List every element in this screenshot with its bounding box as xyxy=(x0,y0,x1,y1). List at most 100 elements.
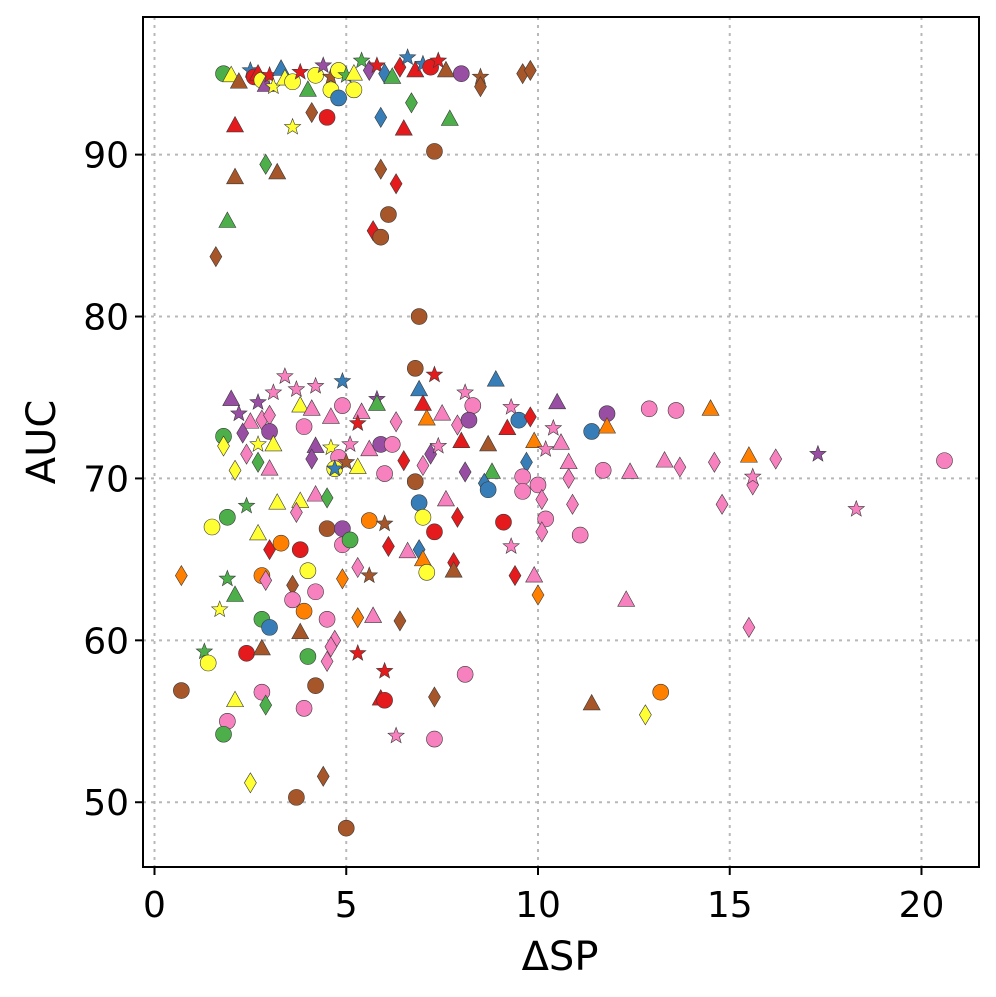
scatter-point xyxy=(251,451,265,473)
x-tick-label: 0 xyxy=(143,885,166,926)
scatter-point xyxy=(236,422,250,444)
scatter-point xyxy=(259,153,273,175)
scatter-point xyxy=(229,404,248,422)
scatter-point xyxy=(333,371,352,389)
scatter-point xyxy=(429,436,448,454)
scatter-point xyxy=(387,726,405,744)
scatter-point xyxy=(314,56,333,74)
scatter-point xyxy=(393,56,407,78)
scatter-point xyxy=(451,506,464,528)
scatter-point xyxy=(594,462,612,479)
scatter-point xyxy=(406,360,424,377)
scatter-point xyxy=(416,454,430,477)
scatter-point xyxy=(336,568,349,590)
scatter-point xyxy=(222,389,241,406)
scatter-point xyxy=(259,694,273,716)
scatter-point xyxy=(393,610,407,632)
scatter-point xyxy=(429,51,448,69)
y-tick-label: 60 xyxy=(83,621,129,662)
scatter-point xyxy=(348,643,367,661)
scatter-point xyxy=(436,489,455,507)
scatter-point xyxy=(195,642,214,660)
scatter-point xyxy=(389,411,403,433)
scatter-point xyxy=(284,591,301,609)
scatter-point xyxy=(318,520,336,537)
scatter-point xyxy=(571,526,589,544)
scatter-point xyxy=(375,514,394,532)
scatter-point xyxy=(372,228,390,246)
x-tick-label: 15 xyxy=(707,885,753,926)
scatter-point xyxy=(562,467,576,490)
scatter-point xyxy=(502,397,521,415)
scatter-point xyxy=(701,399,720,416)
scatter-point xyxy=(566,493,579,515)
scatter-point xyxy=(218,569,237,587)
scatter-point xyxy=(344,64,363,81)
scatter-point xyxy=(199,654,217,672)
x-tick-label: 20 xyxy=(899,885,945,926)
scatter-point xyxy=(360,566,379,584)
y-tick-label: 70 xyxy=(83,459,129,500)
scatter-point xyxy=(291,541,309,558)
scatter-point xyxy=(215,725,232,743)
scatter-point xyxy=(368,56,386,74)
y-tick-label: 90 xyxy=(83,136,129,177)
scatter-point xyxy=(598,416,617,434)
scatter-point xyxy=(482,462,501,479)
scatter-point xyxy=(436,60,455,78)
scatter-point xyxy=(229,72,248,89)
scatter-point xyxy=(380,206,397,223)
scatter-point xyxy=(295,418,313,435)
scatter-point xyxy=(290,501,303,524)
scatter-point xyxy=(639,704,652,726)
scatter-point xyxy=(398,48,417,66)
data-points xyxy=(173,48,953,837)
scatter-point xyxy=(174,564,188,587)
scatter-point xyxy=(460,411,478,429)
scatter-point xyxy=(456,383,475,401)
scatter-point xyxy=(376,691,393,709)
scatter-point xyxy=(640,400,658,418)
scatter-point xyxy=(268,162,287,180)
scatter-point xyxy=(382,535,395,558)
scatter-point xyxy=(295,602,313,620)
scatter-point xyxy=(302,399,321,416)
scatter-point xyxy=(240,443,253,465)
scatter-point xyxy=(337,452,356,470)
scatter-point xyxy=(456,666,474,683)
scatter-point xyxy=(249,435,267,452)
scatter-point xyxy=(226,115,245,133)
scatter-point xyxy=(655,450,674,468)
scatter-point xyxy=(348,457,367,474)
scatter-point xyxy=(514,468,531,486)
scatter-point xyxy=(307,677,324,694)
scatter-point xyxy=(452,431,471,448)
scatter-point xyxy=(458,461,472,483)
scatter-point xyxy=(307,583,324,601)
scatter-point xyxy=(743,467,762,485)
scatter-point xyxy=(352,402,371,419)
scatter-point xyxy=(523,59,537,82)
scatter-point xyxy=(341,531,359,549)
scatter-point xyxy=(426,523,443,541)
scatter-point xyxy=(219,508,236,526)
scatter-point xyxy=(426,143,443,160)
scatter-point xyxy=(621,462,640,479)
scatter-point xyxy=(360,512,378,529)
y-axis-label: AUC xyxy=(19,400,65,485)
scatter-point xyxy=(397,450,411,472)
scatter-point xyxy=(809,444,827,462)
scatter-point xyxy=(366,220,380,242)
scatter-point xyxy=(259,569,273,592)
scatter-point xyxy=(261,423,278,440)
x-axis-label: ΔSP xyxy=(522,934,599,980)
scatter-point xyxy=(548,392,567,410)
scatter-point xyxy=(252,638,271,656)
scatter-point xyxy=(320,487,334,509)
scatter-point xyxy=(249,392,267,410)
scatter-point xyxy=(583,423,600,440)
scatter-point xyxy=(203,518,221,536)
scatter-point xyxy=(334,397,351,414)
